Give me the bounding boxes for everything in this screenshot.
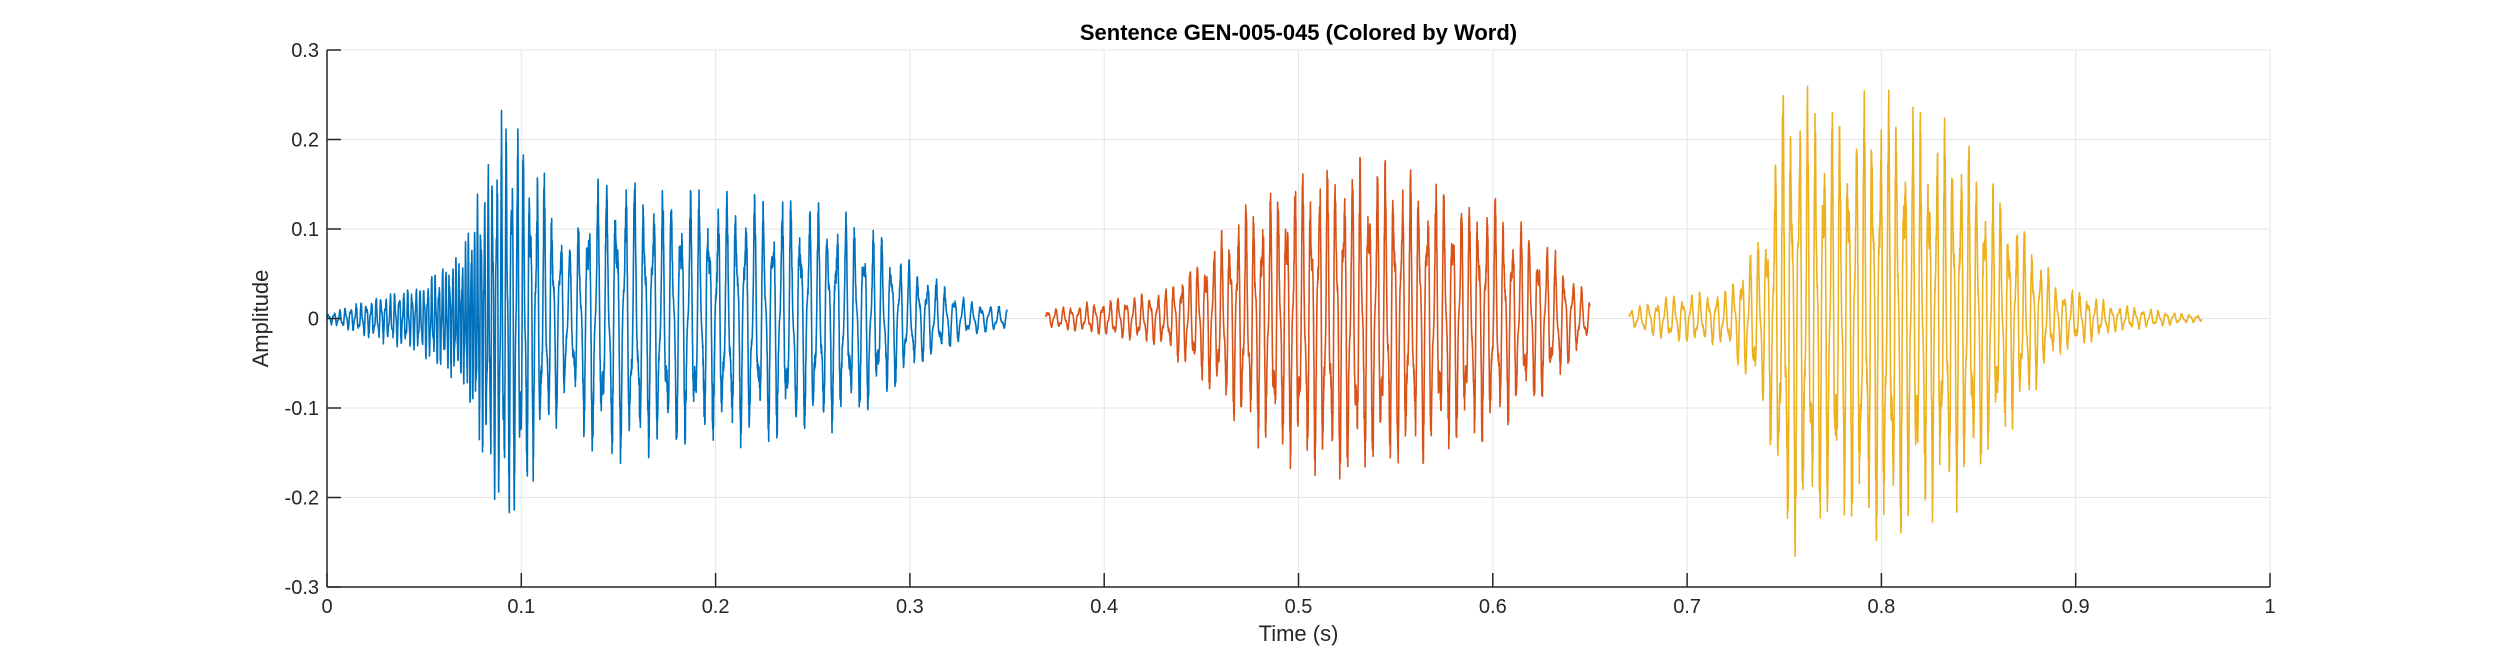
x-tick-label: 0.9 xyxy=(2062,596,2090,618)
waveform-series-2 xyxy=(1045,156,1591,480)
x-tick-label: 0.7 xyxy=(1673,596,1701,618)
x-tick-label: 0.8 xyxy=(1867,596,1895,618)
axes xyxy=(326,49,2271,588)
x-tick-label: 0.5 xyxy=(1285,596,1313,618)
x-tick-label: 0.4 xyxy=(1090,596,1118,618)
y-tick-label: -0.3 xyxy=(285,577,319,599)
y-axis-label: Amplitude xyxy=(248,270,273,368)
x-tick-label: 1 xyxy=(2264,596,2275,618)
tick-labels: 0 0.1 0.2 0.3 0.4 0.5 0.6 0.7 0.8 0.9 10.30.20.10-… xyxy=(285,40,2276,618)
x-tick-label: 0 xyxy=(321,596,332,618)
y-tick-label: 0.2 xyxy=(291,130,319,152)
y-tick-label: 0.3 xyxy=(291,40,319,62)
x-tick-label: 0.2 xyxy=(702,596,730,618)
waveform-series-1 xyxy=(326,109,1008,514)
y-tick-label: -0.2 xyxy=(285,488,319,510)
waveform-series-3 xyxy=(1628,85,2203,557)
chart-title: Sentence GEN-005-045 (Colored by Word) xyxy=(1080,20,1517,45)
y-tick-label: 0.1 xyxy=(291,219,319,241)
waveform-series xyxy=(326,85,2203,557)
y-tick-label: -0.1 xyxy=(285,398,319,420)
x-tick-label: 0.1 xyxy=(507,596,535,618)
y-tick-label: 0 xyxy=(308,309,319,331)
x-axis-label: Time (s) xyxy=(1259,621,1339,646)
x-tick-label: 0.6 xyxy=(1479,596,1507,618)
x-tick-label: 0.3 xyxy=(896,596,924,618)
